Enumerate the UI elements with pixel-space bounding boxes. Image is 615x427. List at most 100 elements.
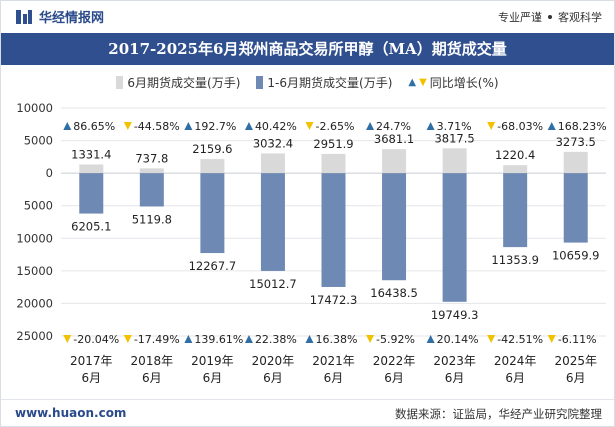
brand-name: 华经情报网 xyxy=(39,11,105,26)
bar-monthly xyxy=(139,168,164,174)
tagline-item: 专业严谨 xyxy=(498,11,542,24)
bar-cumulative xyxy=(442,173,467,302)
growth-label-cumulative: -42.51% xyxy=(497,333,543,346)
bar-monthly xyxy=(260,153,285,174)
growth-up-icon xyxy=(426,335,435,343)
x-tick-label: 2025年 xyxy=(554,354,597,368)
growth-down-icon xyxy=(487,335,496,343)
x-tick-label: 6月 xyxy=(505,371,525,385)
y-tick-label: 5000 xyxy=(24,199,53,213)
growth-label-monthly: 24.7% xyxy=(376,120,411,133)
growth-label-cumulative: -6.11% xyxy=(558,333,597,346)
x-tick-label: 2023年 xyxy=(433,354,476,368)
data-source: 数据来源：证监局，华经产业研究院整理 xyxy=(395,407,602,421)
y-tick-label: 10000 xyxy=(16,101,53,115)
x-tick-label: 6月 xyxy=(566,371,586,385)
data-label-monthly: 2159.6 xyxy=(192,142,232,156)
data-label-cumulative: 12267.7 xyxy=(189,259,237,273)
x-tick-label: 2019年 xyxy=(191,354,234,368)
triangle-down-icon: ▼ xyxy=(419,76,427,88)
top-bar: 华经情报网 专业严谨 客观科学 xyxy=(1,1,614,29)
legend-label-monthly: 6月期货成交量(万手) xyxy=(127,75,241,90)
bar-cumulative xyxy=(503,173,528,248)
growth-label-cumulative: 20.14% xyxy=(437,333,479,346)
growth-label-cumulative: -5.92% xyxy=(376,333,415,346)
bar-cumulative xyxy=(321,173,346,287)
legend-label-growth: 同比增长(%) xyxy=(429,75,499,90)
legend-swatch-cumulative xyxy=(256,75,264,89)
growth-label-monthly: 40.42% xyxy=(255,120,297,133)
x-tick-label: 2018年 xyxy=(131,354,174,368)
data-label-cumulative: 6205.1 xyxy=(71,220,111,234)
legend: 6月期货成交量(万手) 1-6月期货成交量(万手) ▲ ▼ 同比增长(%) xyxy=(1,73,614,91)
data-label-monthly: 3273.5 xyxy=(556,135,596,149)
bar-cumulative xyxy=(260,173,285,271)
y-tick-label: 15000 xyxy=(16,264,53,278)
bar-cumulative xyxy=(563,173,588,243)
y-tick-label: 5000 xyxy=(24,134,53,148)
data-label-monthly: 3817.5 xyxy=(434,131,474,145)
legend-item-cumulative: 1-6月期货成交量(万手) xyxy=(256,74,392,91)
growth-label-cumulative: 22.38% xyxy=(255,333,297,346)
growth-down-icon xyxy=(305,122,314,130)
bar-monthly xyxy=(321,153,346,174)
bar-cumulative xyxy=(382,173,407,281)
growth-up-icon xyxy=(63,122,72,130)
data-label-monthly: 1220.4 xyxy=(495,148,535,162)
growth-up-icon xyxy=(426,122,435,130)
legend-swatch-monthly xyxy=(116,75,124,89)
site-url: www.huaon.com xyxy=(15,406,127,420)
growth-label-cumulative: -20.04% xyxy=(73,333,119,346)
growth-up-icon xyxy=(305,335,314,343)
growth-up-icon xyxy=(366,122,375,130)
growth-label-monthly: -2.65% xyxy=(316,120,355,133)
chart-plot: 10000 5000 0 5000 10000 15000 20000 25000 1331.4… xyxy=(16,101,607,385)
growth-down-icon xyxy=(547,335,556,343)
x-tick-label: 6月 xyxy=(81,371,101,385)
x-tick-label: 6月 xyxy=(324,371,344,385)
growth-up-icon xyxy=(244,122,253,130)
x-tick-label: 6月 xyxy=(384,371,404,385)
data-label-cumulative: 15012.7 xyxy=(249,277,297,291)
growth-label-monthly: 192.7% xyxy=(194,120,236,133)
data-label-monthly: 2951.9 xyxy=(313,137,353,151)
bar-monthly xyxy=(563,151,588,174)
x-tick-label: 6月 xyxy=(263,371,283,385)
chart-title: 2017-2025年6月郑州商品交易所甲醇（MA）期货成交量 xyxy=(1,33,614,65)
data-label-cumulative: 10659.9 xyxy=(552,249,600,263)
x-tick-label: 2017年 xyxy=(70,354,113,368)
triangle-up-icon: ▲ xyxy=(408,76,417,88)
growth-label-monthly: -68.03% xyxy=(497,120,543,133)
x-tick-label: 2020年 xyxy=(252,354,295,368)
data-label-cumulative: 19749.3 xyxy=(431,308,479,322)
bar-monthly xyxy=(442,148,467,174)
tagline: 专业严谨 客观科学 xyxy=(498,9,602,25)
bar-monthly xyxy=(503,165,528,174)
data-label-monthly: 1331.4 xyxy=(71,147,111,161)
bar-cumulative xyxy=(139,173,164,207)
growth-label-monthly: 3.71% xyxy=(437,120,472,133)
legend-label-cumulative: 1-6月期货成交量(万手) xyxy=(267,75,393,90)
growth-down-icon xyxy=(123,122,132,130)
growth-down-icon xyxy=(63,335,72,343)
y-tick-label: 0 xyxy=(46,166,53,180)
x-tick-label: 6月 xyxy=(203,371,223,385)
x-tick-label: 2024年 xyxy=(494,354,537,368)
growth-label-monthly: 168.23% xyxy=(558,120,607,133)
x-tick-label: 2021年 xyxy=(312,354,355,368)
growth-label-monthly: -44.58% xyxy=(134,120,180,133)
tagline-item: 客观科学 xyxy=(558,11,602,24)
separator-dot-icon xyxy=(548,15,552,19)
bar-cumulative xyxy=(200,173,225,254)
brand-logo-icon xyxy=(16,9,32,24)
growth-up-icon xyxy=(184,122,193,130)
growth-label-cumulative: 139.61% xyxy=(194,333,243,346)
x-tick-label: 2022年 xyxy=(373,354,416,368)
legend-item-growth: ▲ ▼ 同比增长(%) xyxy=(408,74,498,91)
data-label-cumulative: 5119.8 xyxy=(132,212,172,226)
legend-item-monthly: 6月期货成交量(万手) xyxy=(116,74,240,91)
growth-label-cumulative: -17.49% xyxy=(134,333,180,346)
bar-monthly xyxy=(79,164,104,174)
y-tick-label: 25000 xyxy=(16,329,53,343)
